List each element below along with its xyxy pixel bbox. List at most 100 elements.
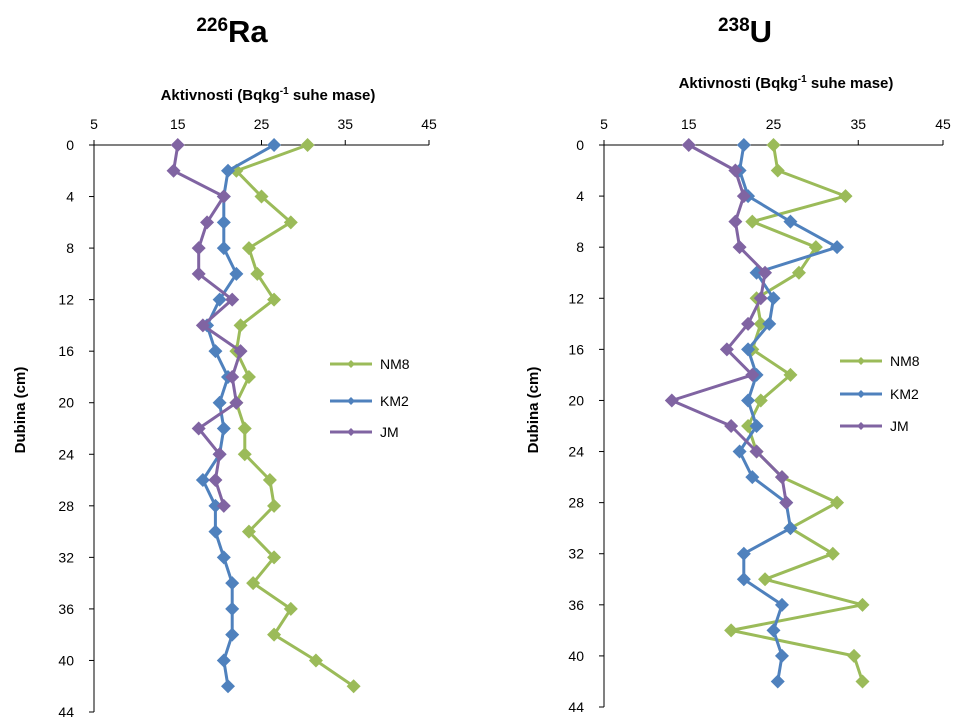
data-point [736,189,751,204]
legend-marker [347,397,355,405]
x-tick-label: 5 [90,116,98,132]
y-tick-label: 8 [66,240,74,256]
data-point [724,419,739,433]
data-point [229,395,244,410]
x-axis-title-text-end: suhe mase) [807,75,894,92]
data-point [241,241,256,256]
data-point [779,495,794,510]
x-axis-title-text: Aktivnosti (Bqkg [679,75,798,92]
y-tick-label: 4 [66,189,74,205]
data-point [212,292,227,307]
data-point [783,214,798,229]
y-tick-label: 40 [568,648,584,664]
y-tick-label: 32 [568,546,584,562]
data-point [195,318,210,333]
chart-title: 238U [718,14,772,49]
data-point [250,266,265,281]
data-point [736,546,751,561]
y-tick-label: 20 [58,395,74,411]
chart-2: 238U Aktivnosti (Bqkg-1 suhe mase) Dubina … [525,14,951,715]
data-point [237,421,252,436]
data-point [745,367,760,382]
data-point [830,495,845,510]
data-point [191,266,206,281]
data-point [166,163,181,178]
data-point [736,138,751,152]
data-point [195,473,210,488]
data-point [237,447,252,462]
y-tick-label: 24 [568,444,584,460]
legend-entry-nm8: NM8 [330,356,410,372]
data-point [838,189,853,204]
legend-entry-jm: JM [840,418,909,434]
legend-marker [857,390,865,398]
data-point [732,444,747,459]
data-point [241,369,256,384]
data-point [724,623,739,638]
x-tick-label: 25 [254,116,270,132]
x-axis-title-superscript: -1 [280,86,289,97]
data-point [766,623,781,638]
data-point [308,653,323,668]
data-point [267,550,282,565]
data-point [216,550,231,565]
data-point [208,344,223,359]
chart-title-main: Ra [228,14,268,49]
y-tick-label: 12 [58,292,74,308]
x-axis-title: Aktivnosti (Bqkg-1 suhe mase) [161,86,376,104]
data-point [221,163,235,178]
data-point [753,291,768,306]
y-tick-label: 36 [568,597,584,613]
data-point [191,241,206,256]
data-point [300,138,315,152]
data-point [783,367,798,382]
data-point [753,393,768,408]
data-point [664,393,679,408]
data-point [745,470,760,485]
data-point [191,421,206,436]
data-point [681,138,696,152]
y-tick-label: 40 [58,652,74,668]
legend-entry-nm8: NM8 [840,353,920,369]
data-point [830,240,845,255]
x-axis-title: Aktivnosti (Bqkg-1 suhe mase) [679,74,894,92]
x-tick-label: 45 [935,116,951,132]
data-point [267,292,282,307]
y-tick-label: 44 [568,699,584,715]
chart-1: 226Ra Aktivnosti (Bqkg-1 suhe mase) Dubina… [12,14,437,720]
series-nm8 [229,138,361,694]
x-tick-label: 35 [850,116,866,132]
data-point [783,521,798,536]
y-tick-label: 0 [576,137,584,153]
x-axis-title-text: Aktivnosti (Bqkg [161,87,280,104]
data-point [225,576,240,591]
series-nm8 [724,138,870,689]
legend-label: JM [890,418,909,434]
y-tick-label: 28 [568,495,584,511]
data-point [753,316,768,331]
data-point [741,393,756,408]
y-tick-label: 44 [58,704,74,720]
data-point [741,316,756,331]
data-point [200,215,215,230]
legend-marker [347,360,355,368]
data-point [732,240,747,255]
data-point [770,163,785,178]
data-point [216,498,231,513]
data-point [283,215,298,230]
data-point [766,291,781,306]
legend-label: KM2 [890,386,919,402]
chart-title-superscript: 238 [718,15,750,36]
series-line [729,144,864,682]
data-point [758,265,773,280]
data-point [825,546,840,561]
data-point [758,572,773,587]
chart-title-main: U [750,14,772,49]
data-point [208,524,223,539]
data-point [262,473,277,488]
x-tick-label: 45 [421,116,437,132]
data-point [774,648,789,663]
x-axis-title-superscript: -1 [798,74,807,85]
x-tick-label: 35 [337,116,353,132]
data-point [346,679,361,694]
